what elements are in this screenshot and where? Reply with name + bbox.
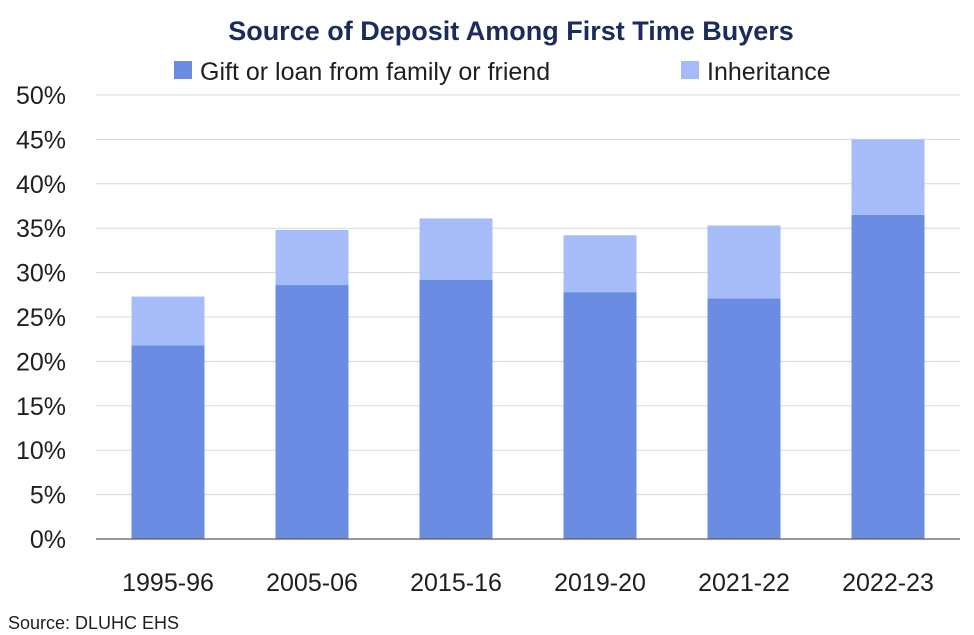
y-tick-label: 25%: [16, 304, 66, 332]
legend-swatch-gift: [174, 61, 192, 79]
bar-inheritance-1995-96: [131, 296, 205, 346]
y-tick-label: 30%: [16, 260, 66, 288]
y-tick-label: 0%: [30, 526, 66, 554]
bar-gift-2019-20: [563, 292, 637, 539]
bar-gift-1995-96: [131, 345, 205, 539]
bar-gift-2021-22: [707, 298, 781, 539]
x-tick-label: 2021-22: [698, 569, 790, 597]
y-tick-label: 5%: [30, 482, 66, 510]
bar-gift-2005-06: [275, 285, 349, 539]
y-axis-ticks: 0% 5% 10% 15% 20% 25% 30% 35% 40% 45% 50%: [16, 82, 66, 554]
x-tick-label: 2022-23: [842, 569, 934, 597]
y-tick-label: 20%: [16, 348, 66, 376]
x-tick-label: 1995-96: [122, 569, 214, 597]
y-tick-label: 45%: [16, 126, 66, 154]
bar-gift-2022-23: [851, 214, 925, 539]
bar-inheritance-2021-22: [707, 225, 781, 299]
legend-swatch-inheritance: [681, 61, 699, 79]
bar-inheritance-2019-20: [563, 235, 637, 293]
y-tick-label: 35%: [16, 215, 66, 243]
bar-inheritance-2005-06: [275, 229, 349, 286]
bar-inheritance-2015-16: [419, 218, 493, 280]
source-note: Source: DLUHC EHS: [8, 613, 179, 633]
y-tick-label: 10%: [16, 437, 66, 465]
x-tick-label: 2015-16: [410, 569, 502, 597]
x-axis-ticks: 1995-96 2005-06 2015-16 2019-20 2021-22 2022-…: [122, 569, 934, 597]
legend-label-gift: Gift or loan from family or friend: [200, 58, 550, 86]
legend-label-inheritance: Inheritance: [707, 58, 831, 86]
bar-inheritance-2022-23: [851, 139, 925, 215]
x-tick-label: 2019-20: [554, 569, 646, 597]
legend: Gift or loan from family or friend Inher…: [174, 58, 831, 86]
bars: [131, 139, 925, 539]
chart-title: Source of Deposit Among First Time Buyer…: [228, 16, 794, 46]
y-tick-label: 15%: [16, 393, 66, 421]
gridlines: [96, 94, 960, 496]
y-tick-label: 40%: [16, 171, 66, 199]
bar-gift-2015-16: [419, 279, 493, 539]
y-tick-label: 50%: [16, 82, 66, 110]
x-tick-label: 2005-06: [266, 569, 358, 597]
